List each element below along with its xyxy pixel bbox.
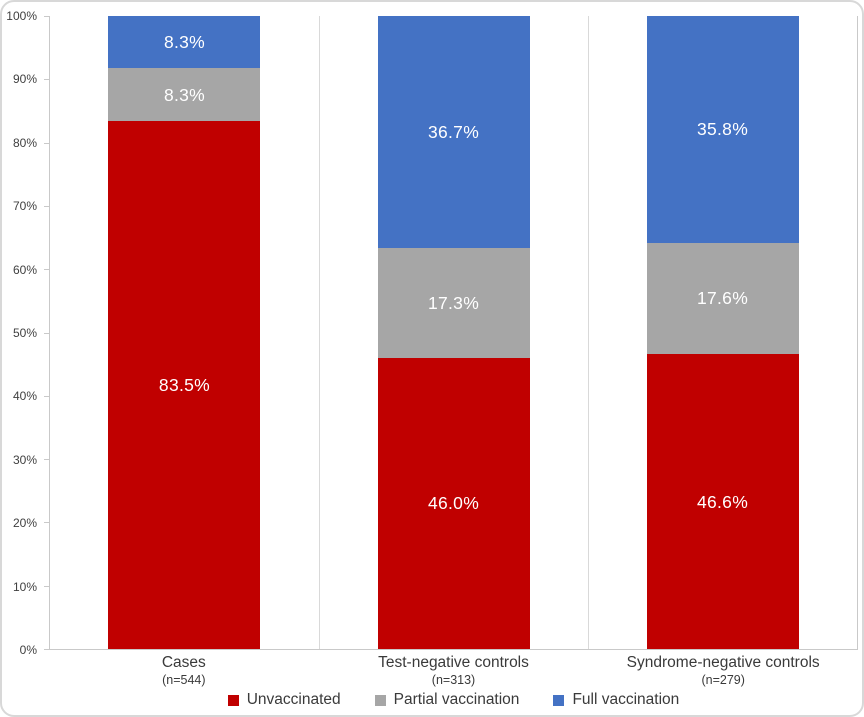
y-tick-label: 40% — [12, 389, 37, 404]
y-tick-label: 80% — [12, 135, 37, 150]
legend-swatch-icon — [227, 694, 239, 706]
y-tick-mark — [44, 585, 50, 587]
y-tick-mark — [44, 395, 50, 397]
category-sublabel: (n=279) — [701, 673, 745, 687]
legend-swatch-icon — [374, 694, 386, 706]
data-label: 83.5% — [158, 374, 211, 395]
bar-segment-unvaccinated: 46.0% — [377, 357, 530, 649]
y-tick-label: 60% — [12, 262, 37, 277]
bar-test-negative-controls: 46.0% 17.3% 36.7% — [377, 15, 530, 649]
plot-area: 83.5% 8.3% 8.3% 46.0% 17.3% 36.7% 46.6% 17.6% 35… — [44, 15, 858, 650]
y-tick-label: 100% — [6, 9, 37, 23]
y-tick-mark — [44, 16, 50, 17]
legend-label: Full vaccination — [572, 691, 680, 708]
bar-segment-unvaccinated: 46.6% — [646, 354, 799, 649]
bar-segment-full-vaccination: 35.8% — [646, 16, 799, 243]
legend-swatch-icon — [553, 694, 565, 706]
x-axis-labels: Cases (n=544) Test-negative controls (n=313… — [49, 653, 858, 688]
category-label-group: Test-negative controls (n=313) — [319, 653, 589, 688]
y-tick-label: 70% — [12, 199, 37, 214]
bar-segment-partial-vaccination: 17.3% — [377, 248, 530, 358]
y-tick-label: 50% — [12, 326, 37, 340]
y-tick-mark — [44, 205, 50, 207]
data-label: 8.3% — [163, 32, 206, 53]
category-separator — [318, 16, 320, 649]
y-tick-mark — [44, 649, 50, 650]
y-tick-mark — [44, 142, 50, 144]
legend-label: Unvaccinated — [246, 691, 341, 708]
data-label: 8.3% — [163, 84, 206, 105]
bar-segment-partial-vaccination: 8.3% — [108, 68, 261, 121]
category-sublabel: (n=544) — [162, 673, 206, 687]
y-tick-label: 0% — [19, 643, 37, 657]
legend-item-full-vaccination: Full vaccination — [553, 691, 679, 709]
bar-segment-unvaccinated: 83.5% — [108, 120, 261, 649]
legend-label: Partial vaccination — [393, 691, 520, 708]
data-label: 17.6% — [696, 288, 749, 309]
bar-syndrome-negative-controls: 46.6% 17.6% 35.8% — [646, 16, 799, 649]
bar-segment-partial-vaccination: 17.6% — [646, 242, 799, 355]
y-tick-mark — [44, 459, 50, 461]
data-label: 36.7% — [427, 122, 480, 143]
y-tick-label: 10% — [12, 579, 37, 594]
y-tick-mark — [44, 522, 50, 524]
category-label-group: Syndrome-negative controls (n=279) — [588, 653, 858, 688]
y-tick-label: 30% — [12, 452, 37, 467]
legend-item-unvaccinated: Unvaccinated — [227, 691, 341, 709]
category-label: Cases — [161, 654, 206, 671]
bar-segment-full-vaccination: 8.3% — [108, 16, 261, 69]
y-tick-mark — [44, 79, 50, 81]
category-label-group: Cases (n=544) — [49, 653, 319, 688]
category-label: Test-negative controls — [378, 654, 529, 671]
bar-cases: 83.5% 8.3% 8.3% — [108, 16, 261, 649]
y-axis: 0% 10% 20% 30% 40% 50% 60% 70% 80% 90% 100% — [2, 10, 43, 656]
y-tick-mark — [44, 332, 50, 334]
data-label: 46.6% — [696, 491, 749, 512]
category-label: Syndrome-negative controls — [626, 654, 820, 671]
bar-segment-full-vaccination: 36.7% — [377, 15, 530, 249]
data-label: 35.8% — [696, 119, 749, 140]
y-tick-label: 90% — [12, 72, 37, 87]
category-separator — [587, 16, 589, 649]
data-label: 46.0% — [427, 493, 480, 514]
data-label: 17.3% — [427, 293, 480, 314]
category-sublabel: (n=313) — [431, 673, 476, 687]
y-tick-label: 20% — [12, 516, 37, 531]
legend-item-partial-vaccination: Partial vaccination — [374, 691, 520, 709]
y-tick-mark — [44, 269, 50, 271]
legend: Unvaccinated Partial vaccination Full vacc… — [49, 691, 858, 709]
